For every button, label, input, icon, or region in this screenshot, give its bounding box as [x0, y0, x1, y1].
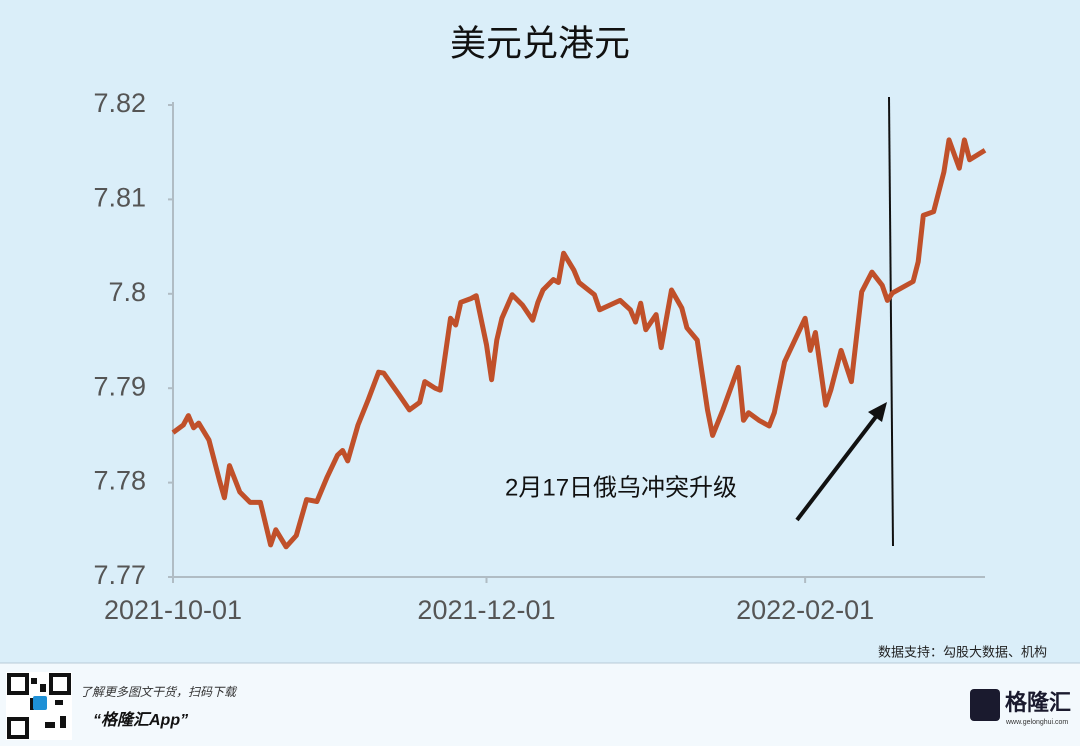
- x-tick-label: 2022-02-01: [736, 595, 874, 625]
- brand-logo: [970, 689, 1000, 721]
- y-tick-label: 7.79: [93, 371, 146, 401]
- arrow-head: [868, 402, 887, 422]
- source: 数据支持：勾股大数据、机构: [878, 644, 1047, 659]
- y-tick-label: 7.82: [93, 88, 146, 118]
- annotation: 2月17日俄乌冲突升级: [505, 474, 737, 501]
- x-tick-label: 2021-12-01: [417, 595, 555, 625]
- y-tick-label: 7.81: [93, 183, 146, 213]
- y-tick-label: 7.78: [93, 466, 146, 496]
- event-line: [888, 96, 894, 547]
- brand-site: www.gelonghui.com: [1005, 719, 1068, 726]
- qr-code: [6, 672, 72, 740]
- footer-slogan: 了解更多图文干货，扫码下载: [80, 685, 238, 699]
- chart-title: 美元兑港元: [450, 23, 630, 64]
- y-tick-label: 7.77: [93, 560, 146, 590]
- y-tick-label: 7.8: [108, 277, 146, 307]
- annotation-arrow: [795, 412, 880, 522]
- footer-band: [0, 663, 1080, 746]
- footer-app: “格隆汇App”: [93, 711, 188, 729]
- series-line: [171, 137, 987, 550]
- brand-name: 格隆汇: [1005, 690, 1071, 715]
- x-tick-label: 2021-10-01: [104, 595, 242, 625]
